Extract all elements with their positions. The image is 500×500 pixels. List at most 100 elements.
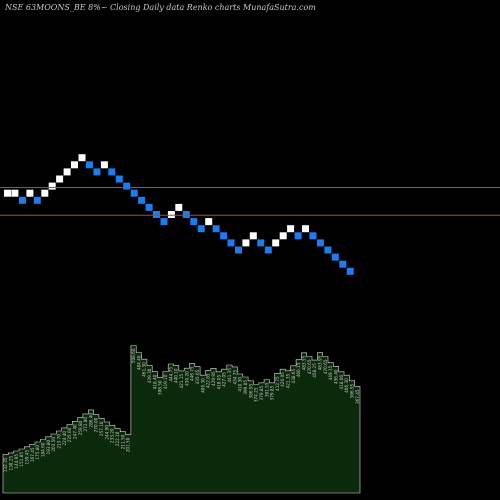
- renko-brick-down: [18, 196, 26, 204]
- renko-brick-down: [108, 168, 116, 176]
- renko-brick-down: [227, 239, 235, 247]
- data-label: 203.50: [51, 437, 56, 452]
- data-label: 201.50: [126, 437, 131, 452]
- renko-brick-down: [294, 232, 302, 240]
- data-label: 484.40: [136, 355, 141, 370]
- data-label: 461.30: [142, 362, 147, 377]
- data-label: 449.15: [328, 365, 333, 380]
- data-label: 422.85: [206, 373, 211, 388]
- renko-brick-up: [287, 225, 295, 233]
- renko-brick-up: [272, 239, 280, 247]
- renko-brick-up: [63, 168, 71, 176]
- renko-brick-down: [197, 225, 205, 233]
- data-label: 435.65: [195, 369, 200, 384]
- data-label: 410.30: [238, 377, 243, 392]
- data-label: 175.80: [35, 445, 40, 460]
- data-label: 439.30: [147, 368, 152, 383]
- renko-brick-down: [264, 246, 272, 254]
- data-label: 438.65: [291, 368, 296, 383]
- renko-brick-up: [78, 154, 86, 162]
- renko-brick-down: [339, 260, 347, 268]
- renko-brick-up: [26, 189, 34, 197]
- data-label: 418.40: [152, 374, 157, 389]
- renko-brick-up: [175, 203, 183, 211]
- data-label: 470.65: [323, 359, 328, 374]
- data-label: 259.80: [78, 420, 83, 435]
- data-label: 272.80: [83, 417, 88, 432]
- data-label: 132.35: [3, 457, 8, 472]
- data-label: 412.75: [275, 376, 280, 391]
- data-label: 399.85: [243, 380, 248, 395]
- data-label: 483.55: [302, 355, 307, 370]
- data-label: 286.40: [88, 413, 93, 428]
- data-label: 427.05: [222, 372, 227, 387]
- data-label: 374.25: [254, 387, 259, 402]
- data-label: 222.10: [115, 431, 120, 446]
- renko-brick-down: [86, 161, 93, 169]
- data-label: 391.55: [264, 382, 269, 397]
- renko-brick-up: [41, 189, 49, 197]
- renko-brick-down: [331, 253, 339, 261]
- data-label: 224.40: [62, 431, 67, 446]
- data-label: 419.10: [163, 374, 168, 389]
- renko-brick-down: [346, 267, 354, 275]
- renko-brick-down: [130, 189, 138, 197]
- data-label: 446.75: [190, 366, 195, 381]
- data-label: 193.80: [46, 439, 51, 454]
- data-label: 213.70: [56, 434, 61, 449]
- renko-brick-down: [316, 239, 324, 247]
- data-label: 386.95: [350, 383, 355, 398]
- data-label: 184.60: [41, 442, 46, 457]
- renko-brick-down: [145, 203, 153, 211]
- renko-brick-down: [220, 232, 228, 240]
- data-label: 167.45: [30, 447, 35, 462]
- renko-brick-down: [123, 182, 131, 190]
- renko-brick-down: [93, 168, 101, 176]
- data-label: 426.95: [280, 372, 285, 387]
- data-label: 440.10: [174, 368, 179, 383]
- data-label: 247.40: [72, 424, 77, 439]
- data-label: 159.45: [25, 449, 30, 464]
- renko-brick-down: [160, 218, 168, 226]
- renko-brick-down: [153, 211, 160, 218]
- renko-brick-up: [4, 189, 11, 197]
- renko-brick-up: [279, 232, 287, 240]
- renko-brick-up: [11, 189, 19, 197]
- renko-brick-down: [138, 196, 146, 204]
- renko-brick-up: [167, 211, 175, 218]
- renko-brick-up: [242, 239, 250, 247]
- data-label: 138.25: [9, 456, 14, 471]
- data-label: 436.40: [334, 369, 339, 384]
- data-label: 151.85: [19, 452, 24, 467]
- data-label: 460.15: [296, 362, 301, 377]
- data-label: 508.60: [131, 348, 136, 363]
- renko-brick-up: [71, 161, 78, 169]
- data-label: 418.05: [216, 374, 221, 389]
- renko-brick-up: [249, 232, 257, 240]
- data-label: 211.50: [120, 434, 125, 449]
- data-label: 441.35: [227, 368, 232, 383]
- data-label: 379.85: [259, 385, 264, 400]
- data-label: 430.20: [184, 371, 189, 386]
- renko-brick-up: [48, 182, 56, 190]
- data-label: 483.95: [318, 355, 323, 370]
- renko-brick-down: [257, 239, 265, 247]
- data-label: 406.30: [344, 378, 349, 393]
- data-label: 144.95: [14, 454, 19, 469]
- data-label: 444.75: [168, 367, 173, 382]
- data-label: 367.45: [355, 389, 360, 404]
- data-label: 386.95: [248, 383, 253, 398]
- data-label: 233.20: [110, 428, 115, 443]
- renko-brick-down: [182, 211, 190, 218]
- data-label: 398.50: [158, 380, 163, 395]
- renko-brick-down: [190, 218, 198, 226]
- data-label: 379.85: [270, 385, 275, 400]
- renko-brick-down: [212, 225, 220, 233]
- data-label: 434.75: [232, 370, 237, 385]
- data-label: 470.65: [307, 359, 312, 374]
- data-label: 406.30: [200, 378, 205, 393]
- data-label: 270.00: [94, 417, 99, 432]
- renko-brick-down: [33, 196, 41, 204]
- chart-title: NSE 63MOONS_BE 8%~ Closing Daily data Re…: [5, 3, 316, 12]
